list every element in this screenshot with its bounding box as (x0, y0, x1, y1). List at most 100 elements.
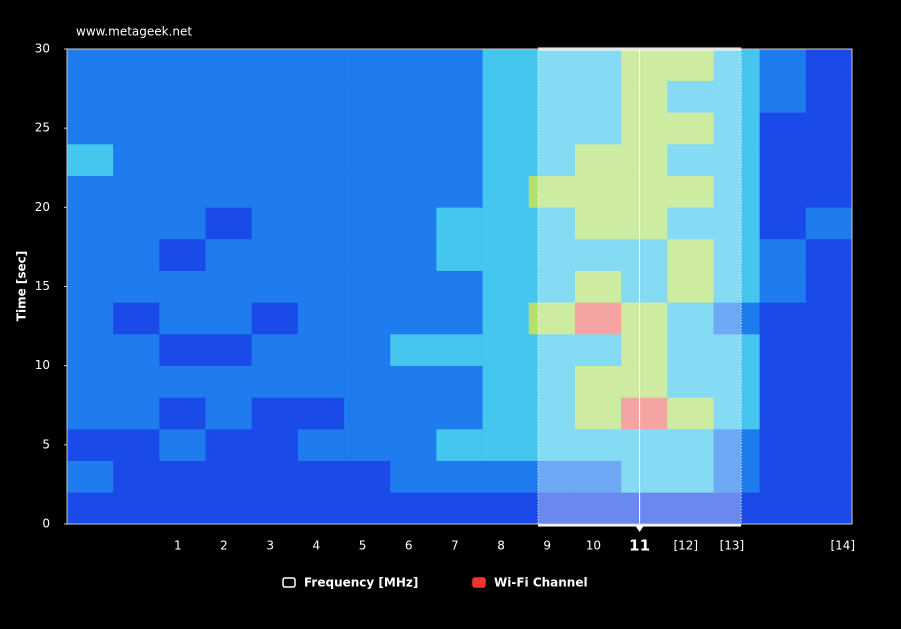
heat-cell (297, 239, 345, 271)
heat-cell (67, 207, 114, 240)
heat-cell (113, 207, 160, 240)
heat-cell (667, 365, 714, 398)
heat-cell (759, 492, 807, 525)
y-tick-label: 5 (42, 437, 50, 451)
heat-cell (621, 112, 668, 145)
heat-cell (205, 49, 253, 81)
heat-cell (159, 334, 206, 366)
heat-cell (482, 144, 530, 176)
heat-cell (390, 175, 437, 208)
y-axis-label: Time [sec] (15, 251, 29, 321)
heat-cell (436, 270, 483, 303)
heat-cell (482, 429, 530, 461)
heat-cell (67, 334, 114, 366)
heat-cell (713, 365, 760, 398)
heat-cell (713, 49, 760, 81)
heat-cell (759, 270, 807, 303)
heat-cell (436, 80, 483, 113)
heat-cell (390, 302, 437, 335)
x-tick-label: [14] (830, 539, 855, 553)
heat-cell (805, 334, 853, 366)
heat-cell (482, 365, 530, 398)
heat-cell (667, 429, 714, 461)
heat-cell (113, 365, 160, 398)
heat-cell (759, 460, 807, 493)
heat-cell (759, 80, 807, 113)
heat-cell (528, 80, 576, 113)
heat-cell (574, 80, 622, 113)
heat-cell (667, 239, 714, 271)
heat-cell (390, 334, 437, 366)
heat-cell (574, 460, 622, 493)
channel-marker (635, 526, 644, 532)
heat-cell (205, 207, 253, 240)
heat-cell (205, 302, 253, 335)
x-tick-label: [12] (673, 539, 698, 553)
heat-cell (344, 49, 391, 81)
legend-label: Wi-Fi Channel (494, 576, 588, 590)
heat-cell (344, 429, 391, 461)
heat-cell (67, 80, 114, 113)
x-tick-label: 6 (405, 539, 413, 553)
heat-cell (805, 207, 853, 240)
heat-cell (574, 175, 622, 208)
heat-cell (297, 207, 345, 240)
heat-cell (759, 144, 807, 176)
heat-cell (159, 239, 206, 271)
x-tick-label: [13] (720, 539, 745, 553)
heat-cell (113, 144, 160, 176)
heat-cell (482, 112, 530, 145)
heat-cell (528, 334, 576, 366)
heat-cell (528, 49, 576, 81)
heat-cell (482, 397, 530, 430)
heat-cell (574, 302, 622, 335)
heat-cell (251, 397, 299, 430)
heat-cell (436, 460, 483, 493)
heat-cell (482, 270, 530, 303)
heat-cell (667, 112, 714, 145)
y-tick-label: 25 (35, 121, 50, 135)
heat-cell (436, 112, 483, 145)
heat-cell (574, 397, 622, 430)
heat-cell (528, 239, 576, 271)
heat-cell (67, 144, 114, 176)
heat-cell (436, 49, 483, 81)
heat-cell (113, 334, 160, 366)
heat-cell (621, 80, 668, 113)
heat-cell (390, 49, 437, 81)
heat-cell (667, 397, 714, 430)
legend-label: Frequency [MHz] (304, 576, 418, 590)
heat-cell (344, 334, 391, 366)
heat-cell (528, 270, 576, 303)
heat-cell (344, 397, 391, 430)
heat-cell (251, 207, 299, 240)
heat-cell (113, 80, 160, 113)
heat-cell (390, 239, 437, 271)
heat-cell (574, 492, 622, 525)
heat-cell (159, 460, 206, 493)
heat-cell (574, 334, 622, 366)
heat-cell (528, 175, 576, 208)
heat-cell (390, 492, 437, 525)
heat-cell (297, 429, 345, 461)
heat-cell (67, 49, 114, 81)
heat-cell (251, 302, 299, 335)
heat-cell (667, 207, 714, 240)
heat-cell (67, 460, 114, 493)
heat-cell (667, 80, 714, 113)
heat-cell (297, 144, 345, 176)
heat-cell (344, 270, 391, 303)
heat-cell (713, 112, 760, 145)
heat-cell (621, 334, 668, 366)
heat-cell (344, 80, 391, 113)
x-tick-label: 1 (174, 539, 182, 553)
heat-cell (436, 429, 483, 461)
heat-cell (344, 460, 391, 493)
heat-cell (621, 460, 668, 493)
heat-cell (251, 80, 299, 113)
heat-cell (344, 492, 391, 525)
y-tick-label: 10 (35, 358, 50, 372)
heat-cell (805, 49, 853, 81)
y-tick-label: 20 (35, 200, 50, 214)
heat-cell (805, 270, 853, 303)
